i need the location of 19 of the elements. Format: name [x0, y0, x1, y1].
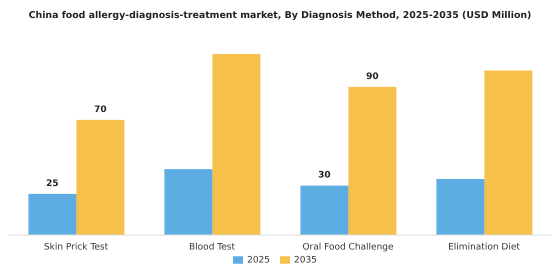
bar: [484, 70, 532, 235]
bar: [300, 186, 348, 235]
chart-title: China food allergy-diagnosis-treatment market, By Diagnosis Method, 2025-2035 (USD Million): [28, 10, 532, 21]
data-label: 90: [366, 72, 379, 82]
bar: [28, 194, 76, 235]
data-label: 30: [318, 170, 331, 181]
x-tick-label: Oral Food Challenge: [302, 242, 394, 252]
legend-label: 2035: [294, 255, 317, 266]
x-tick-label: Elimination Diet: [448, 242, 520, 252]
bar: [348, 86, 396, 235]
x-tick-label: Skin Prick Test: [44, 242, 109, 252]
x-tick-label: Blood Test: [189, 242, 236, 252]
bar: [436, 179, 484, 235]
data-label: 70: [94, 104, 107, 115]
bar: [76, 120, 124, 235]
bar: [164, 169, 212, 235]
data-label: 25: [46, 178, 59, 189]
bar: [212, 54, 260, 235]
legend-label: 2025: [247, 255, 270, 266]
